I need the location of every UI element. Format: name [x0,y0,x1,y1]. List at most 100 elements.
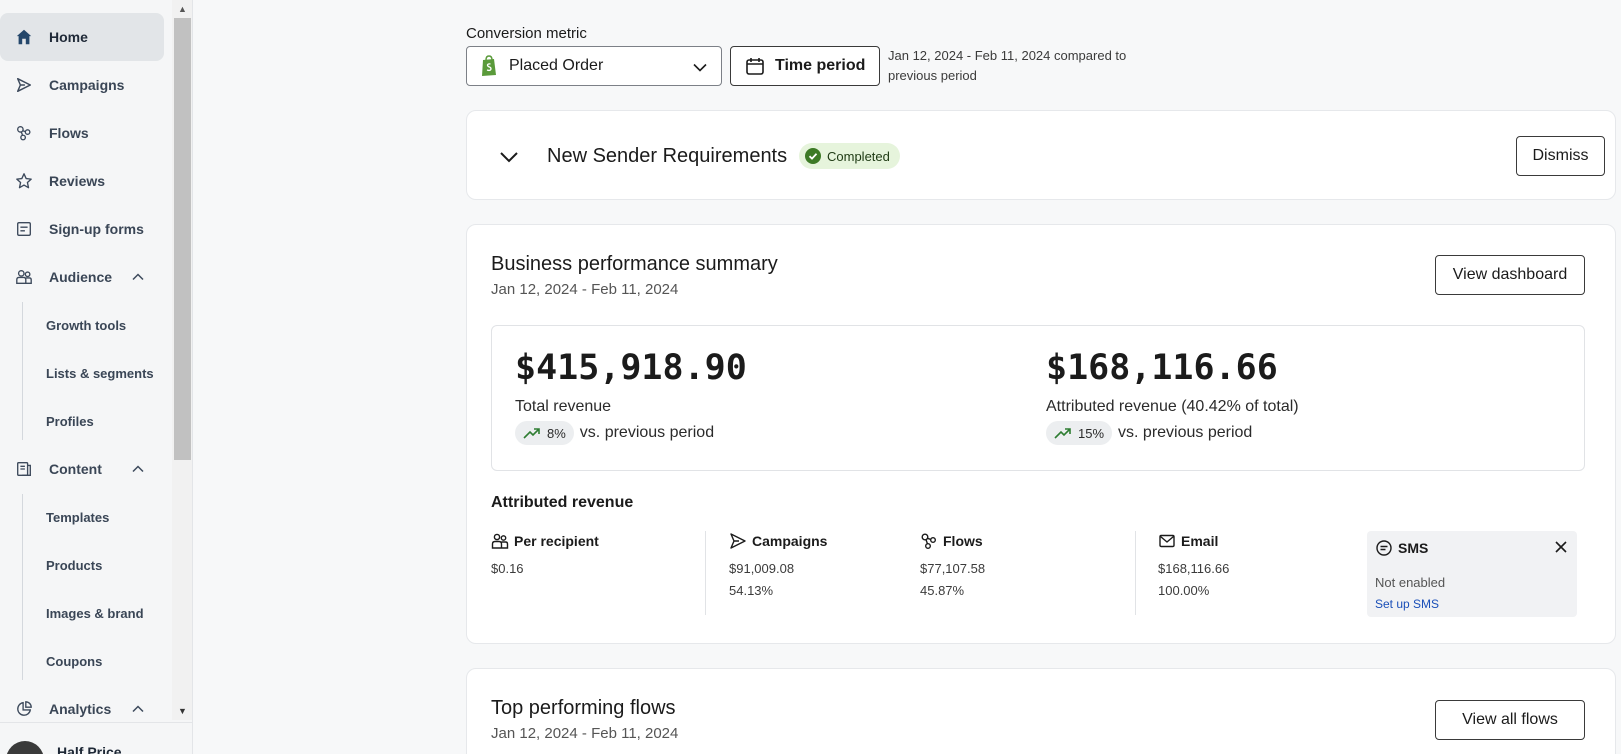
sidebar-item-label: Flows [49,125,89,141]
sidebar: Home Campaigns Flows Reviews [0,0,193,754]
delta-comparison: vs. previous period [579,424,715,441]
flows-stat: Flows $77,107.58 45.87% [920,531,985,598]
date-range-text: Jan 12, 2024 - Feb 11, 2024 compared to … [888,48,1127,83]
content-icon [14,459,34,479]
delta-pill: 15% [1046,421,1113,445]
sidebar-item-campaigns[interactable]: Campaigns [0,61,164,109]
view-all-flows-button[interactable]: View all flows [1435,700,1585,740]
mail-icon [1159,534,1175,548]
send-icon [14,75,34,95]
time-period-label: Time period [775,57,866,74]
conversion-metric-select[interactable]: Placed Order [466,46,722,86]
close-icon[interactable] [1551,537,1571,557]
trending-up-icon [1054,428,1071,439]
setup-sms-link[interactable]: Set up SMS [1375,597,1440,611]
chevron-up-icon[interactable] [130,701,146,717]
sidebar-subitem-lists-segments[interactable]: Lists & segments [46,365,154,381]
stat-value: $168,116.66 [1158,561,1230,576]
stat-label: Campaigns [752,533,828,549]
stat-value: $91,009.08 [729,561,795,576]
conversion-metric-value: Placed Order [509,57,604,74]
sidebar-item-audience[interactable]: Audience [0,253,164,301]
sidebar-subitem-products[interactable]: Products [46,557,103,573]
stat-label: SMS [1398,540,1429,556]
sidebar-item-content[interactable]: Content [0,445,164,493]
calendar-icon [745,56,765,76]
sidebar-item-analytics[interactable]: Analytics [0,685,164,733]
sms-status: Not enabled [1375,575,1446,590]
sidebar-item-label: Campaigns [49,77,125,93]
dismiss-button[interactable]: Dismiss [1516,136,1605,176]
sidebar-item-label: Sign-up forms [49,221,144,237]
star-icon [14,171,34,191]
sidebar-item-label: Analytics [49,701,112,717]
top-flows-title: Top performing flows [491,697,676,719]
sidebar-item-reviews[interactable]: Reviews [0,157,164,205]
users-icon [491,533,509,549]
chevron-up-icon[interactable] [130,269,146,285]
sidebar-item-label: Home [49,29,88,45]
view-dashboard-button[interactable]: View dashboard [1435,255,1585,295]
attributed-revenue-value: $168,116.66 [1046,348,1278,388]
delta-comparison: vs. previous period [1118,424,1253,441]
sidebar-subitem-growth-tools[interactable]: Growth tools [46,317,127,333]
home-icon [14,27,34,47]
trending-up-icon [523,428,540,439]
divider [1135,531,1136,615]
sidebar-item-label: Reviews [49,173,106,189]
shopify-icon [479,55,499,77]
status-badge: Completed [799,143,900,169]
account-menu[interactable]: Half Price [0,722,192,754]
sidebar-item-label: Content [49,461,102,477]
delta-value: 8% [547,425,566,441]
sender-requirements-card: New Sender Requirements Completed Dismis… [466,110,1616,200]
sidebar-scrollbar[interactable]: ▲ ▼ [172,0,192,720]
chevron-up-icon[interactable] [130,461,146,477]
scroll-down-arrow-icon[interactable]: ▼ [178,706,187,716]
sidebar-subitem-images-brand[interactable]: Images & brand [46,605,144,621]
submenu-line [22,302,23,440]
attributed-revenue-heading: Attributed revenue [491,494,634,511]
scrollbar-thumb[interactable] [174,18,191,460]
account-name: Half Price [57,744,122,754]
sidebar-item-label: Audience [49,269,113,285]
delta-value: 15% [1078,425,1105,441]
sidebar-item-home[interactable]: Home [0,13,164,61]
time-period-button[interactable]: Time period [730,46,880,86]
email-stat: Email $168,116.66 100.00% [1158,531,1229,598]
stat-value: $0.16 [491,561,524,576]
sidebar-item-flows[interactable]: Flows [0,109,164,157]
form-icon [14,219,34,239]
sidebar-subitem-coupons[interactable]: Coupons [46,653,103,669]
stat-label: Per recipient [514,533,599,549]
scroll-up-arrow-icon[interactable]: ▲ [178,4,187,14]
business-performance-card: Business performance summary Jan 12, 202… [466,224,1616,644]
divider [705,531,706,615]
attributed-revenue-label: Attributed revenue (40.42% of total) [1046,398,1299,415]
main-content: Conversion metric Placed Order Time peri… [193,0,1621,754]
stat-percent: 45.87% [920,583,965,598]
users-icon [14,267,34,287]
stat-percent: 100.00% [1158,583,1210,598]
total-revenue-value: $415,918.90 [515,348,747,388]
stat-label: Email [1181,533,1219,549]
chevron-down-icon[interactable] [497,145,521,169]
stat-percent: 54.13% [729,583,774,598]
sidebar-subitem-profiles[interactable]: Profiles [46,413,94,429]
top-flows-card: Top performing flows Jan 12, 2024 - Feb … [466,668,1616,754]
stat-value: $77,107.58 [920,561,986,576]
flows-icon [921,533,936,549]
avatar [6,741,44,754]
performance-date-range: Jan 12, 2024 - Feb 11, 2024 [491,281,679,298]
revenue-summary-box: $415,918.90 Total revenue 8% vs. previou… [491,325,1585,471]
sms-icon [1376,540,1392,556]
sidebar-item-signup-forms[interactable]: Sign-up forms [0,205,164,253]
total-revenue-label: Total revenue [515,398,612,415]
conversion-metric-label: Conversion metric [466,25,587,42]
chart-icon [14,699,34,719]
submenu-line [22,494,23,680]
sidebar-subitem-templates[interactable]: Templates [46,509,110,525]
status-badge-label: Completed [827,148,890,164]
sender-requirements-title: New Sender Requirements [547,145,788,167]
